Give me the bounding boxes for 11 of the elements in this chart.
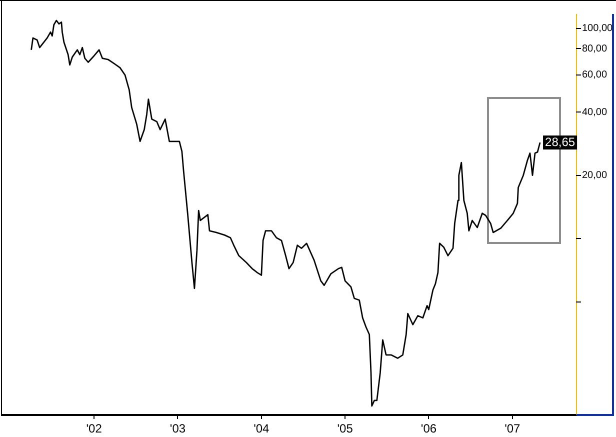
x-tick-label: '06 xyxy=(420,422,437,436)
y-tick-label: 60,00 xyxy=(582,70,608,81)
y-tick-label: 20,00 xyxy=(582,170,608,182)
annotation: 28,65 xyxy=(545,134,576,149)
x-tick-label: '02 xyxy=(86,422,102,436)
y-tick-label: 40,00 xyxy=(582,106,608,118)
y-tick-label: 80,00 xyxy=(582,43,608,54)
x-tick-label: '03 xyxy=(170,422,186,436)
x-tick-label: '04 xyxy=(254,422,270,436)
x-tick-label: '05 xyxy=(337,422,354,436)
x-tick-label: '07 xyxy=(504,422,521,436)
